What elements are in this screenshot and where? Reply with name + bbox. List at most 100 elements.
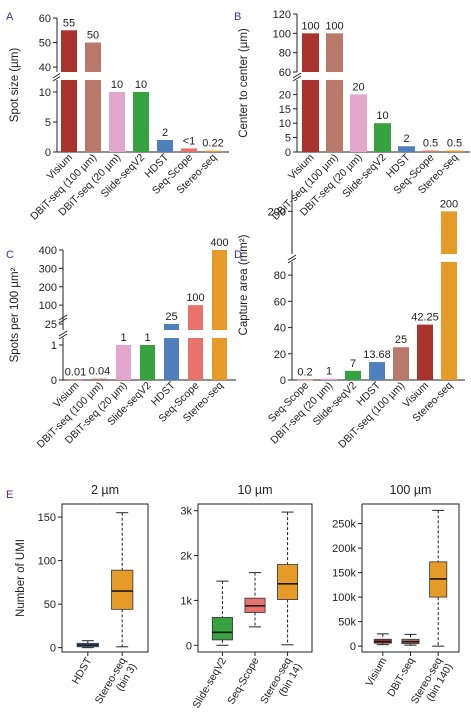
bar-break-gap (211, 330, 228, 338)
bar (302, 33, 319, 153)
bar-value-label: 7 (350, 358, 356, 370)
y-axis-title: Spot size (µm) (9, 48, 21, 123)
y-tick-label: 0 (285, 147, 291, 159)
bar (212, 250, 227, 380)
y-tick-label: 300 (39, 263, 57, 275)
bar-value-label: 100 (325, 20, 343, 32)
axis-break-mark (287, 257, 297, 264)
y-tick-label: 15 (279, 104, 291, 116)
y-tick-label: 60 (39, 13, 51, 25)
bar-break-gap (440, 254, 458, 262)
panel-label-E: E (6, 489, 13, 501)
y-tick-label: 40 (39, 62, 51, 74)
bar-value-label: 100 (186, 292, 204, 304)
bar (446, 150, 463, 152)
y-tick-label: 100k (332, 592, 356, 604)
y-tick-label: 100 (273, 28, 291, 40)
bar-value-label: 0.01 (65, 367, 86, 379)
y-axis-title: Capture area (mm²) (238, 234, 250, 335)
y-tick-label: 100 (39, 300, 57, 312)
y-tick-label: 50k (338, 617, 356, 629)
x-tick-label: Stereo-seq(bin 3) (93, 655, 140, 712)
axis-break-mark (52, 72, 62, 79)
bar-value-label: 1 (326, 366, 332, 378)
bar-value-label: 13.68 (363, 349, 391, 361)
y-tick-label: 10 (279, 118, 291, 130)
bar (321, 378, 337, 380)
bar (61, 30, 77, 152)
bar-break-gap (187, 330, 204, 338)
axis-break-mark (292, 75, 302, 82)
axis-break-mark (292, 72, 302, 79)
y-tick-label: 3k (180, 506, 192, 518)
bar (422, 150, 439, 152)
bar (205, 150, 221, 152)
plot-title: 2 µm (91, 483, 119, 497)
y-tick-label: 200 (268, 206, 286, 218)
bar (393, 347, 409, 380)
y-tick-label: 80 (279, 48, 291, 60)
bar-value-label: 0.2 (297, 367, 312, 379)
bar-value-label: 1 (120, 332, 126, 344)
panel-label-A: A (6, 11, 14, 23)
y-tick-label: 150k (332, 568, 356, 580)
y-tick-label: 5 (45, 117, 51, 129)
y-tick-label: 40 (274, 323, 286, 335)
y-axis-title: Number of UMI (15, 539, 27, 617)
axis-break-mark (58, 317, 68, 324)
bar-value-label: 400 (210, 237, 228, 249)
bar-value-label: 2 (403, 133, 409, 145)
x-tick-label: Seq-Scope (225, 655, 261, 706)
y-tick-label: 200 (39, 282, 57, 294)
box (211, 617, 233, 641)
bar-value-label: 10 (376, 110, 388, 122)
bar-value-label: 42.25 (411, 312, 439, 324)
y-axis-title: Spots per 100 µm² (9, 267, 21, 362)
bar-value-label: 0.5 (447, 138, 462, 150)
y-tick-label: 25 (45, 319, 57, 331)
y-tick-label: 100 (38, 556, 56, 568)
y-tick-label: 60 (279, 67, 291, 79)
y-tick-label: 0 (186, 640, 192, 652)
bar-value-label: 1 (144, 332, 150, 344)
x-tick-label: HDST (70, 655, 95, 686)
y-tick-label: 5 (285, 133, 291, 145)
y-tick-label: 50 (39, 38, 51, 50)
y-tick-label: 1k (180, 595, 192, 607)
axis-break-mark (58, 330, 68, 337)
y-tick-label: 10 (39, 87, 51, 99)
y-tick-label: 400 (39, 245, 57, 257)
bar (92, 378, 107, 380)
bar (188, 305, 203, 380)
bar-value-label: 20 (352, 81, 364, 93)
x-tick-label-line: Slide-seqV2 (190, 655, 229, 710)
bar-value-label: 100 (301, 20, 319, 32)
bar (398, 146, 415, 152)
bar-break-gap (301, 72, 320, 80)
x-tick-label-line: HDST (70, 655, 95, 686)
bar-value-label: 25 (165, 311, 177, 323)
bar (85, 42, 101, 152)
bar-value-label: 10 (135, 79, 147, 91)
y-tick-label: 50 (44, 599, 56, 611)
bar-value-label: 10 (111, 79, 123, 91)
x-tick-label: Visium (363, 655, 389, 688)
box (111, 569, 134, 610)
bar (140, 345, 155, 380)
axis-break-mark (287, 254, 297, 261)
box (277, 564, 299, 600)
x-tick-label-line: Visium (363, 655, 389, 688)
bar-break-gap (60, 72, 78, 80)
bar (326, 33, 343, 153)
bar-break-gap (163, 330, 180, 338)
y-tick-label: 0 (50, 643, 56, 655)
bar (417, 324, 433, 380)
y-tick-label: 0 (350, 641, 356, 653)
bar (181, 148, 197, 152)
panel-label-B: B (234, 11, 241, 23)
bar-value-label: 55 (63, 17, 75, 29)
bar (116, 345, 131, 380)
y-tick-label: 2k (180, 551, 192, 563)
bar-value-label: 0.5 (423, 138, 438, 150)
